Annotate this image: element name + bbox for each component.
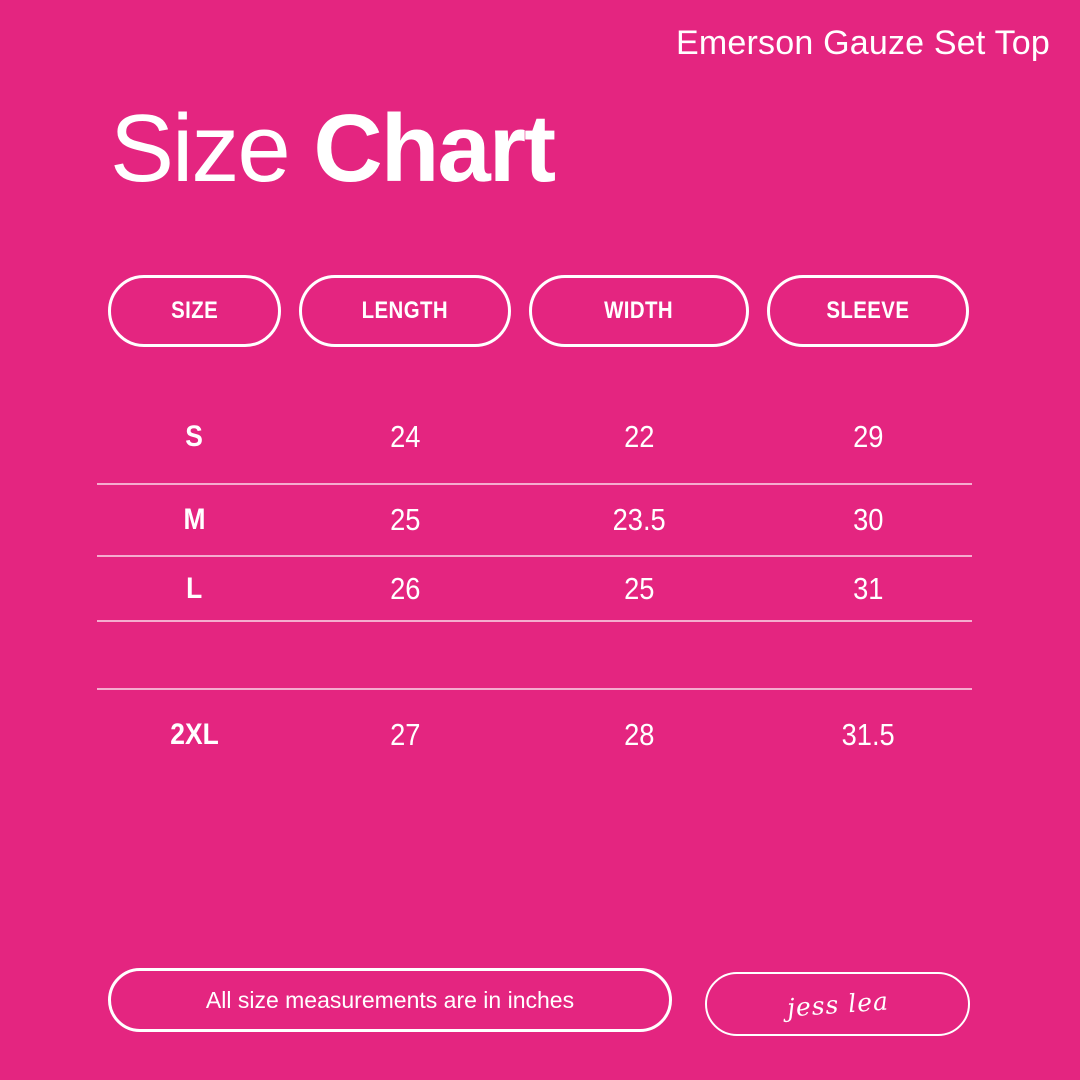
product-name: Emerson Gauze Set Top (676, 24, 1050, 62)
column-label-sleeve: SLEEVE (826, 297, 910, 324)
column-label-size: SIZE (170, 297, 219, 324)
brand-signature-pill: jess lea (705, 972, 970, 1036)
table-rows: S 24 22 29 M 25 23.5 30 L 26 25 31 2XL 27 28 31.5 (0, 347, 1080, 780)
page-title-light: Size (110, 95, 291, 202)
column-pill-sleeve: SLEEVE (767, 275, 969, 347)
column-label-length: LENGTH (361, 297, 449, 324)
page-title-bold: Chart (313, 95, 556, 202)
table-row (108, 622, 1080, 688)
size-label: 2XL (170, 718, 219, 751)
column-pill-length: LENGTH (299, 275, 511, 347)
cell-sleeve (767, 637, 969, 673)
cell-length: 26 (389, 570, 421, 606)
page-title: Size Chart (110, 95, 556, 202)
cell-sleeve: 31 (852, 570, 884, 606)
cell-width (529, 637, 749, 673)
column-label-width: WIDTH (604, 297, 674, 324)
size-label (108, 637, 281, 673)
table-divider (97, 483, 972, 485)
size-label: L (186, 571, 203, 605)
table-row: L 26 25 31 (108, 557, 1080, 620)
cell-length: 27 (389, 717, 421, 752)
table-divider (97, 688, 972, 690)
cell-length: 24 (389, 419, 421, 454)
measurement-note: All size measurements are in inches (205, 986, 575, 1013)
column-pill-size: SIZE (108, 275, 281, 347)
table-row: 2XL 27 28 31.5 (108, 690, 1080, 780)
cell-width: 23.5 (612, 502, 666, 537)
table-row: S 24 22 29 (108, 347, 1080, 483)
cell-sleeve: 30 (852, 502, 884, 537)
column-pill-width: WIDTH (529, 275, 749, 347)
size-label: M (183, 503, 206, 536)
table-divider (97, 555, 972, 557)
size-label: S (185, 420, 204, 453)
cell-width: 28 (623, 717, 655, 752)
table-divider (97, 620, 972, 622)
brand-signature: jess lea (785, 985, 890, 1023)
cell-length: 25 (389, 502, 421, 537)
cell-width: 25 (623, 570, 655, 606)
table-row: M 25 23.5 30 (108, 485, 1080, 555)
cell-sleeve: 29 (852, 419, 884, 454)
size-table: SIZE LENGTH WIDTH SLEEVE S 24 22 29 M 25 23.5 3… (0, 275, 1080, 780)
table-header: SIZE LENGTH WIDTH SLEEVE (108, 275, 1080, 347)
cell-sleeve: 31.5 (841, 717, 895, 752)
cell-length (299, 637, 511, 673)
measurement-note-pill: All size measurements are in inches (108, 968, 672, 1032)
cell-width: 22 (623, 419, 655, 454)
